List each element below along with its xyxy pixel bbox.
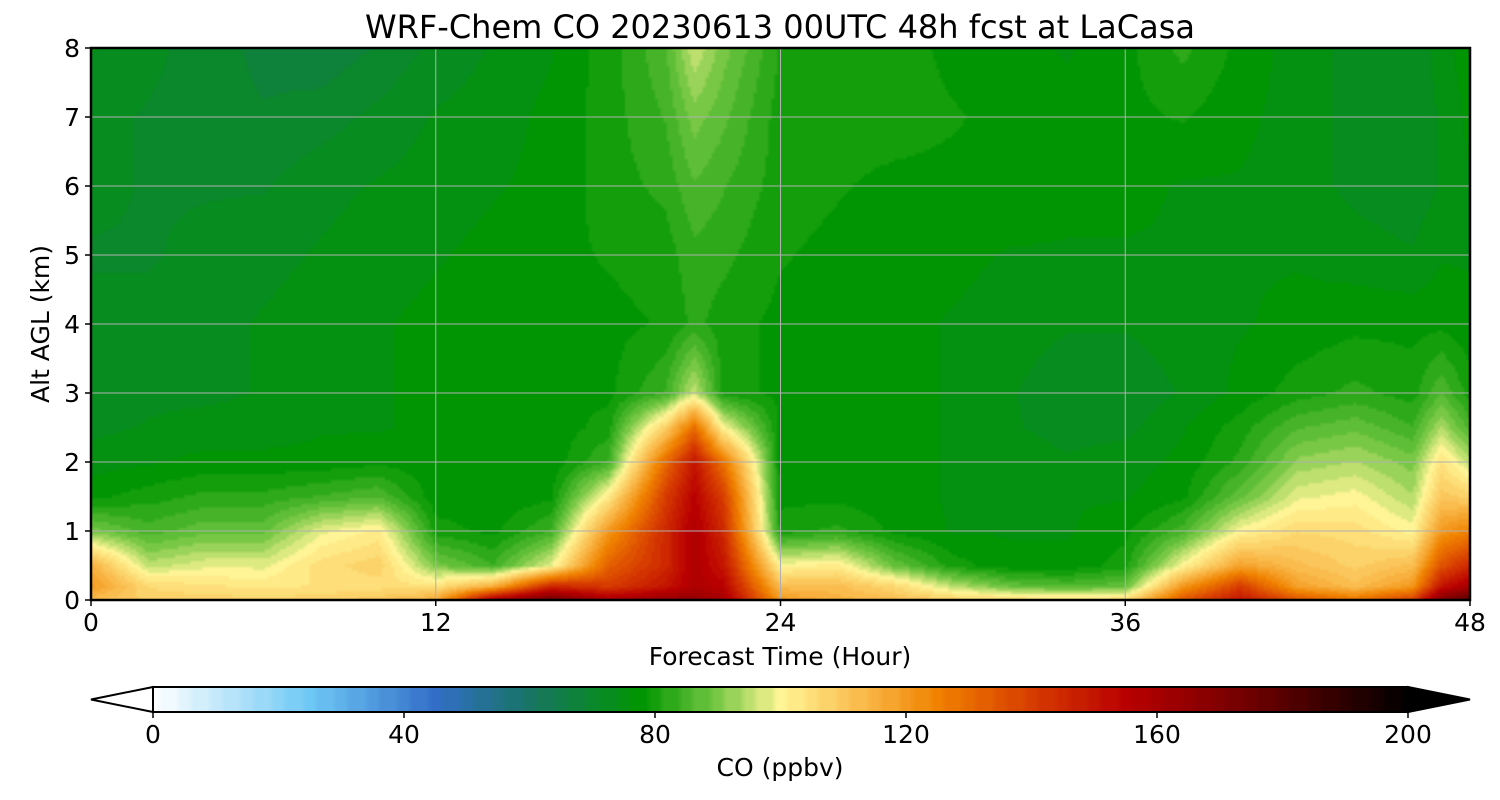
colorbar-extend-low bbox=[90, 685, 154, 714]
y-tick-label: 5 bbox=[64, 241, 80, 270]
colorbar-gradient bbox=[152, 686, 1409, 713]
x-tick-label: 48 bbox=[1454, 608, 1486, 637]
chart-title: WRF-Chem CO 20230613 00UTC 48h fcst at L… bbox=[365, 8, 1195, 46]
colorbar-tick-label: 0 bbox=[145, 720, 161, 749]
y-axis: 0 1 2 3 4 5 6 7 8 bbox=[64, 34, 91, 615]
colorbar-tick-label: 160 bbox=[1133, 720, 1181, 749]
x-tick-label: 24 bbox=[765, 608, 797, 637]
y-tick-label: 7 bbox=[64, 103, 80, 132]
colorbar: 0 40 80 120 160 200 CO (ppbv) bbox=[90, 685, 1471, 782]
y-tick-label: 8 bbox=[64, 34, 80, 63]
x-tick-label: 0 bbox=[83, 608, 99, 637]
y-tick-label: 6 bbox=[64, 172, 80, 201]
colorbar-ticks: 0 40 80 120 160 200 bbox=[145, 712, 1432, 749]
colorbar-tick-label: 80 bbox=[639, 720, 671, 749]
y-tick-label: 3 bbox=[64, 379, 80, 408]
colorbar-tick-label: 40 bbox=[388, 720, 420, 749]
colorbar-label: CO (ppbv) bbox=[717, 753, 844, 782]
colorbar-extend-high bbox=[1407, 685, 1471, 714]
colorbar-tick-label: 200 bbox=[1384, 720, 1432, 749]
y-tick-label: 2 bbox=[64, 448, 80, 477]
y-tick-label: 4 bbox=[64, 310, 80, 339]
y-tick-label: 0 bbox=[64, 586, 80, 615]
y-tick-label: 1 bbox=[64, 517, 80, 546]
x-axis: 0 12 24 36 48 bbox=[83, 600, 1486, 637]
y-axis-label: Alt AGL (km) bbox=[26, 245, 55, 403]
x-tick-label: 12 bbox=[420, 608, 452, 637]
x-axis-label: Forecast Time (Hour) bbox=[649, 642, 912, 671]
x-tick-label: 36 bbox=[1109, 608, 1141, 637]
colorbar-tick-label: 120 bbox=[882, 720, 930, 749]
